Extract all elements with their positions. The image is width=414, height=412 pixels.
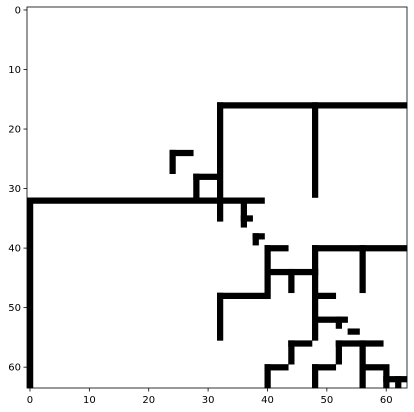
- wall-segment-1: [217, 102, 224, 222]
- y-tick-label-30: 30: [8, 184, 21, 195]
- wall-segment-10: [240, 215, 253, 222]
- wall-segment-2: [312, 102, 319, 198]
- wall-segment-33: [312, 364, 337, 371]
- plot-frame: [26, 6, 408, 389]
- wall-segment-12: [252, 233, 259, 246]
- x-tick-label-50: 50: [320, 395, 333, 406]
- wall-segment-38: [395, 376, 402, 389]
- wall-segment-32: [264, 364, 271, 389]
- wall-segment-25: [347, 328, 360, 335]
- y-tick-label-0: 0: [15, 5, 21, 16]
- wall-segment-20: [217, 292, 265, 299]
- x-tick-label-30: 30: [202, 395, 215, 406]
- wall-segment-16: [359, 245, 366, 294]
- wall-segment-26: [288, 340, 313, 347]
- x-tick-label-60: 60: [380, 395, 393, 406]
- wall-segment-18: [288, 268, 295, 294]
- y-tick-label-10: 10: [8, 65, 21, 76]
- y-tick-label-20: 20: [8, 125, 21, 136]
- wall-segment-7: [27, 197, 265, 204]
- wall-segment-13: [264, 245, 289, 252]
- wall-segment-31: [264, 364, 289, 371]
- x-tick-label-20: 20: [142, 395, 155, 406]
- wall-segment-8: [27, 197, 34, 389]
- y-tick-label-60: 60: [8, 363, 21, 374]
- wall-cells: [27, 102, 408, 389]
- wall-segment-27: [288, 340, 295, 365]
- y-tick-label-40: 40: [8, 244, 21, 255]
- wall-segment-5: [193, 173, 218, 180]
- wall-segment-35: [359, 364, 384, 371]
- wall-segment-29: [335, 340, 342, 365]
- wall-segment-23: [312, 316, 348, 323]
- wall-segment-24: [335, 316, 342, 329]
- wall-segment-6: [193, 173, 200, 198]
- x-tick-label-40: 40: [261, 395, 274, 406]
- x-axis: 0 10 20 30 40 50 60: [27, 388, 393, 406]
- x-tick-label-10: 10: [83, 395, 96, 406]
- wall-segment-22: [312, 292, 337, 299]
- y-axis: 0 10 20 30 40 50 60: [8, 5, 27, 374]
- y-tick-label-50: 50: [8, 303, 21, 314]
- wall-segment-4: [169, 149, 176, 174]
- x-tick-label-0: 0: [27, 395, 33, 406]
- wall-segment-34: [312, 364, 319, 389]
- wall-segment-21: [217, 292, 224, 341]
- wall-segment-3: [169, 149, 194, 157]
